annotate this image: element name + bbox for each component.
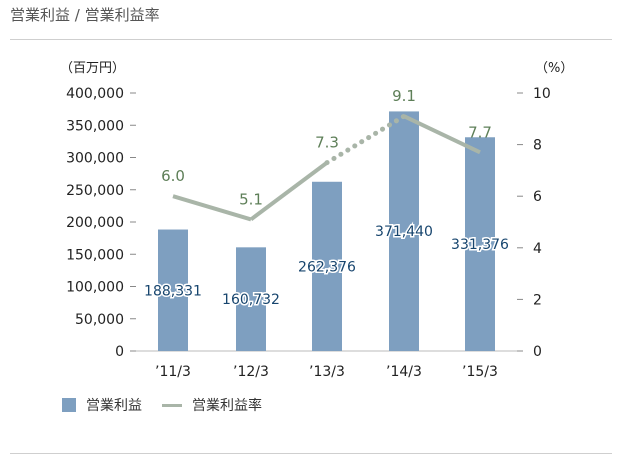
page-title: 営業利益 / 営業利益率 <box>10 6 160 24</box>
right-tick-label: 10 <box>533 86 551 102</box>
left-tick-label: 50,000 <box>75 312 124 328</box>
margin-line-segment <box>324 113 407 166</box>
left-tick-label: 150,000 <box>66 247 124 263</box>
right-tick-label: 4 <box>533 241 542 257</box>
margin-label: 6.0 <box>161 167 185 185</box>
right-tick-label: 0 <box>533 344 542 360</box>
margin-label: 7.7 <box>468 123 492 141</box>
profit-bar-label: 331,376 <box>451 237 509 253</box>
margin-label: 7.3 <box>315 134 339 152</box>
left-tick-label: 400,000 <box>66 86 124 102</box>
profit-bar <box>312 181 342 351</box>
left-axis-unit: （百万円） <box>60 61 125 76</box>
left-tick-label: 300,000 <box>66 151 124 167</box>
right-tick-label: 6 <box>533 189 542 205</box>
right-tick-label: 8 <box>533 138 542 154</box>
operating-profit-chart: （百万円） （%） 0 50,000 100,000 150,000 200,000 250,… <box>60 61 573 380</box>
margin-label: 9.1 <box>392 87 416 105</box>
margin-line-segment <box>403 114 481 155</box>
legend-bar-swatch <box>62 398 76 412</box>
left-tick-label: 200,000 <box>66 215 124 231</box>
legend-item-line: 営業利益率 <box>162 395 262 415</box>
left-tick-label: 250,000 <box>66 183 124 199</box>
x-tick-label: ’13/3 <box>309 364 345 380</box>
x-tick-label: ’14/3 <box>386 364 422 380</box>
x-tick-label: ’11/3 <box>155 364 191 380</box>
title-divider <box>10 39 612 40</box>
left-tick-label: 0 <box>115 344 124 360</box>
profit-bar <box>158 229 188 351</box>
legend-line-swatch <box>162 403 182 407</box>
profit-bar <box>236 247 266 351</box>
right-axis-unit: （%） <box>535 61 573 76</box>
profit-bar-label: 371,440 <box>375 224 433 240</box>
profit-bar-label: 160,732 <box>222 292 280 308</box>
profit-bar <box>465 137 495 351</box>
legend-item-bar: 営業利益 <box>62 395 142 415</box>
chart-legend: 営業利益 営業利益率 <box>62 395 282 415</box>
margin-label: 5.1 <box>239 190 263 208</box>
left-tick-label: 350,000 <box>66 118 124 134</box>
profit-bar-label: 188,331 <box>144 283 202 299</box>
x-tick-label: ’15/3 <box>462 364 498 380</box>
x-tick-label: ’12/3 <box>233 364 269 380</box>
margin-line-segment <box>249 161 329 222</box>
left-tick-label: 100,000 <box>66 280 124 296</box>
margin-line-segment <box>172 194 252 222</box>
bottom-divider <box>10 453 612 454</box>
right-tick-label: 2 <box>533 292 542 308</box>
legend-line-label: 営業利益率 <box>192 398 262 414</box>
legend-bar-label: 営業利益 <box>86 398 142 414</box>
profit-bar-label: 262,376 <box>298 259 356 275</box>
profit-bar <box>389 111 419 351</box>
